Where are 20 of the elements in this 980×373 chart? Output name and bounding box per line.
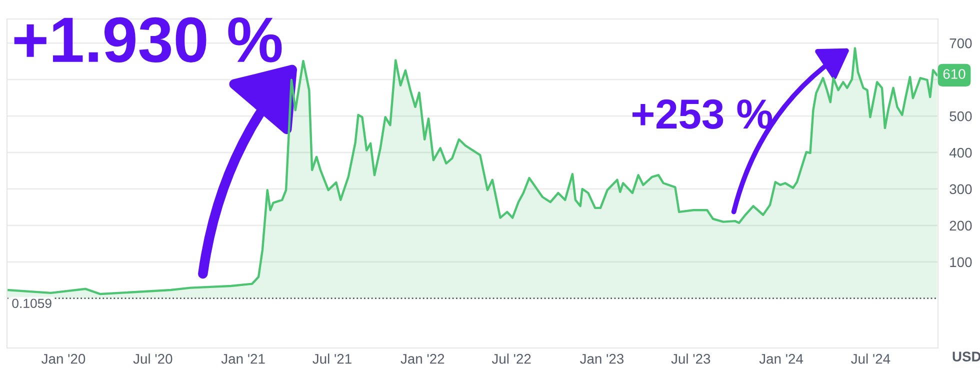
x-tick-label: Jul '24: [851, 354, 890, 364]
x-tick-label: Jul '21: [312, 354, 352, 364]
x-tick-label: Jan '23: [580, 354, 624, 364]
x-tick-label: Jul '23: [671, 354, 710, 364]
x-tick-label: Jan '21: [221, 354, 265, 364]
annotation: +1.930 %: [14, 17, 282, 63]
x-tick-label: Jul '20: [133, 354, 172, 364]
ref-line-label: 0.1059: [12, 298, 52, 308]
annotation: 610: [943, 69, 966, 79]
x-tick-label: Jul '22: [492, 354, 531, 364]
y-tick-label: 500: [950, 111, 972, 122]
annotation: +253 %: [632, 99, 772, 129]
x-tick-label: Jan '22: [400, 354, 444, 364]
x-tick-label: Jan '24: [759, 354, 804, 364]
y-tick-label: 400: [949, 148, 972, 158]
y-tick-label: 200: [950, 220, 972, 231]
x-tick-label: Jan '20: [42, 354, 86, 364]
y-tick-label: 300: [950, 184, 972, 194]
y-tick-label: 700: [950, 38, 972, 48]
y-tick-label: 100: [950, 257, 972, 268]
